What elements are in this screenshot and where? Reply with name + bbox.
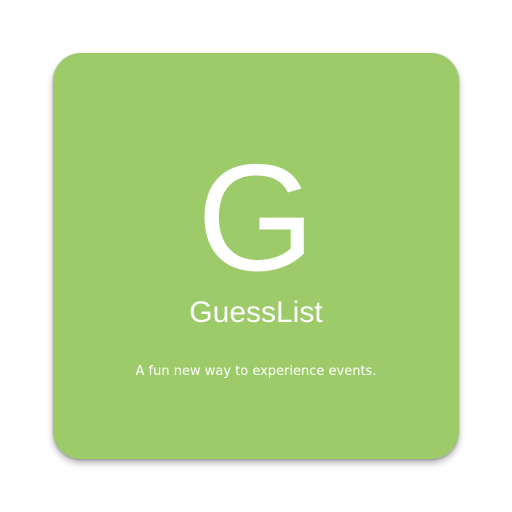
app-name: GuessList	[189, 296, 323, 329]
app-icon	[53, 53, 459, 459]
logo-letter: G	[196, 133, 316, 303]
app-tagline: A fun new way to experience events.	[135, 364, 377, 379]
